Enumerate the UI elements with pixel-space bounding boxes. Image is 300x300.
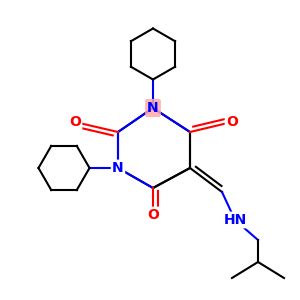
Text: O: O — [69, 115, 81, 129]
Text: O: O — [226, 115, 238, 129]
Text: N: N — [112, 161, 124, 175]
Text: N: N — [147, 101, 159, 115]
Text: O: O — [147, 208, 159, 222]
Text: HN: HN — [224, 213, 247, 227]
